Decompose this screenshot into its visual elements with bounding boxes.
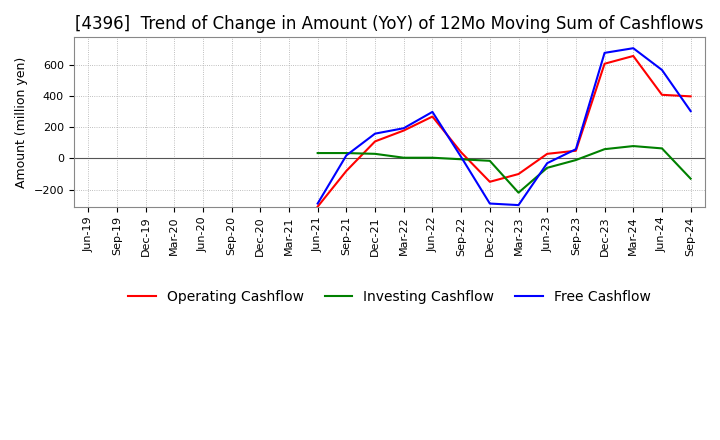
- Investing Cashflow: [400, 155, 408, 160]
- Title: [4396]  Trend of Change in Amount (YoY) of 12Mo Moving Sum of Cashflows: [4396] Trend of Change in Amount (YoY) o…: [75, 15, 703, 33]
- Operating Cashflow: [342, 168, 351, 173]
- Free Cashflow: [371, 131, 379, 136]
- Line: Operating Cashflow: Operating Cashflow: [318, 56, 690, 207]
- Free Cashflow: [686, 109, 695, 114]
- Free Cashflow: [485, 201, 494, 206]
- Operating Cashflow: [428, 114, 437, 119]
- Free Cashflow: [514, 202, 523, 208]
- Investing Cashflow: [629, 143, 638, 149]
- Free Cashflow: [342, 153, 351, 158]
- Free Cashflow: [456, 154, 465, 160]
- Investing Cashflow: [600, 147, 609, 152]
- Investing Cashflow: [371, 151, 379, 157]
- Free Cashflow: [657, 67, 666, 73]
- Line: Investing Cashflow: Investing Cashflow: [318, 146, 690, 193]
- Investing Cashflow: [686, 176, 695, 181]
- Free Cashflow: [428, 109, 437, 114]
- Operating Cashflow: [657, 92, 666, 97]
- Operating Cashflow: [629, 53, 638, 59]
- Investing Cashflow: [485, 158, 494, 164]
- Operating Cashflow: [485, 179, 494, 184]
- Y-axis label: Amount (million yen): Amount (million yen): [15, 56, 28, 187]
- Operating Cashflow: [686, 94, 695, 99]
- Investing Cashflow: [428, 155, 437, 160]
- Investing Cashflow: [572, 158, 580, 163]
- Operating Cashflow: [514, 172, 523, 177]
- Operating Cashflow: [543, 151, 552, 157]
- Free Cashflow: [572, 147, 580, 152]
- Investing Cashflow: [456, 157, 465, 162]
- Operating Cashflow: [572, 148, 580, 154]
- Investing Cashflow: [514, 190, 523, 195]
- Free Cashflow: [600, 50, 609, 55]
- Free Cashflow: [629, 46, 638, 51]
- Operating Cashflow: [456, 150, 465, 155]
- Investing Cashflow: [313, 150, 322, 156]
- Line: Free Cashflow: Free Cashflow: [318, 48, 690, 205]
- Free Cashflow: [400, 125, 408, 131]
- Free Cashflow: [543, 161, 552, 166]
- Legend: Operating Cashflow, Investing Cashflow, Free Cashflow: Operating Cashflow, Investing Cashflow, …: [122, 285, 657, 310]
- Investing Cashflow: [342, 150, 351, 156]
- Operating Cashflow: [371, 139, 379, 144]
- Operating Cashflow: [313, 204, 322, 209]
- Free Cashflow: [313, 201, 322, 206]
- Operating Cashflow: [600, 61, 609, 66]
- Investing Cashflow: [657, 146, 666, 151]
- Operating Cashflow: [400, 128, 408, 133]
- Investing Cashflow: [543, 165, 552, 170]
